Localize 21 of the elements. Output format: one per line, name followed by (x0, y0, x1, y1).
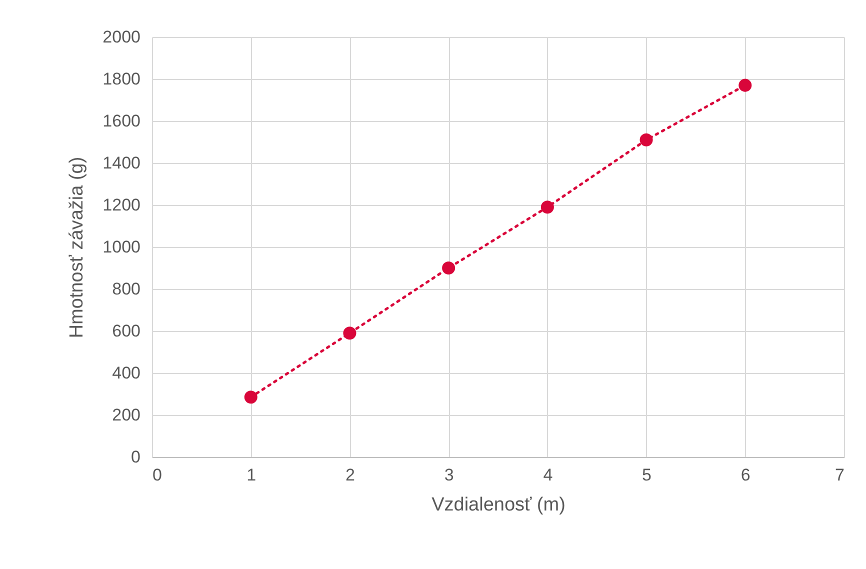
x-axis-title: Vzdialenosť (m) (432, 494, 566, 516)
x-tick-label: 5 (642, 466, 652, 484)
x-tick-label: 2 (345, 466, 355, 484)
x-tick-label: 7 (835, 466, 844, 484)
x-tick-label: 1 (246, 466, 256, 484)
y-tick-label: 1200 (102, 196, 140, 214)
y-tick-label: 1400 (102, 154, 140, 172)
x-tick-label: 0 (152, 466, 162, 484)
y-axis-title: Hmotnosť závažia (g) (66, 156, 88, 338)
x-tick-label: 3 (444, 466, 454, 484)
x-tick-label: 4 (543, 466, 553, 484)
y-tick-label: 2000 (102, 28, 140, 46)
y-tick-label: 800 (112, 280, 140, 298)
y-tick-label: 400 (112, 364, 140, 382)
y-tick-label: 1000 (102, 238, 140, 256)
y-tick-label: 600 (112, 322, 140, 340)
x-tick-label: 6 (740, 466, 750, 484)
y-tick-label: 200 (112, 406, 140, 424)
y-tick-label: 0 (131, 448, 140, 466)
y-tick-label: 1800 (102, 70, 140, 88)
y-tick-label: 1600 (102, 112, 140, 130)
